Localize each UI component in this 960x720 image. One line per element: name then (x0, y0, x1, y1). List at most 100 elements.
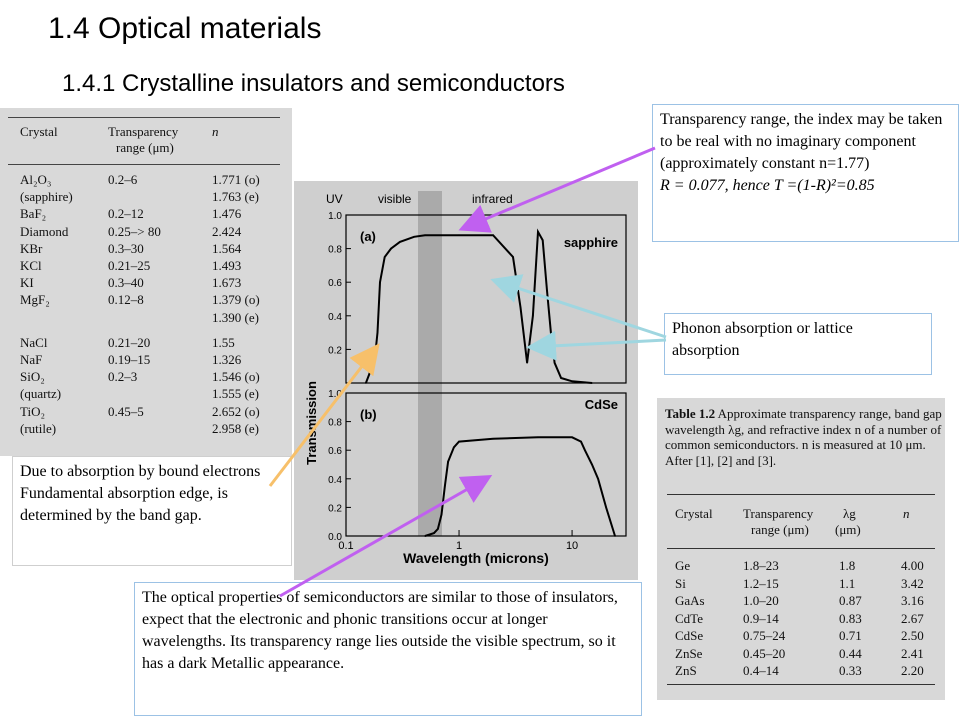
data-point (453, 446, 455, 449)
table-row-range: 0.9–14 (743, 610, 779, 626)
y-tick-label: 0.4 (328, 475, 342, 486)
data-point (365, 382, 367, 384)
series-label: CdSe (585, 397, 618, 412)
data-point (526, 362, 528, 364)
y-tick-label: 0.4 (328, 312, 342, 323)
chart-panels: 0.20.40.60.81.0(a) sapphire0.00.20.40.60.… (328, 211, 627, 552)
data-point (532, 315, 534, 317)
y-tick-label: 0.2 (328, 345, 342, 356)
table-caption-label: Table 1.2 (665, 406, 716, 421)
table-row-crystal: Diamond (20, 223, 69, 239)
table-row-crystal: KBr (20, 240, 43, 256)
table-row-n: 1.555 (e) (212, 386, 259, 402)
section-subtitle: 1.4.1 Crystalline insulators and semicon… (62, 70, 565, 97)
table-caption: Table 1.2 Approximate transparency range… (665, 406, 943, 468)
data-point (571, 436, 573, 439)
table-row-n: 2.958 (e) (212, 420, 259, 436)
x-tick-label: 1 (456, 540, 462, 552)
y-tick-label: 0.8 (328, 418, 342, 429)
table-row-n: 1.493 (212, 258, 242, 273)
data-point (492, 234, 494, 236)
col-header-crystal: Crystal (20, 124, 58, 139)
data-point (580, 440, 582, 443)
bound-electrons-note: Due to absorption by bound electrons Fun… (12, 456, 292, 566)
table-row-n: 1.564 (212, 240, 242, 256)
table-row-range: 0.45–5 (108, 403, 144, 419)
y-tick-label: 1.0 (328, 389, 342, 400)
data-point (571, 380, 573, 383)
table-top-rule (8, 117, 280, 118)
table-row-lambda: 0.33 (839, 663, 862, 678)
table-row-lambda: 1.8 (839, 558, 856, 573)
table-row-crystal: Ge (675, 558, 691, 573)
panel-label: (b) (360, 407, 377, 422)
table-top-rule (667, 494, 935, 495)
insulators-table: Crystal Transparency range (μm) n Al₂O₃ 0… (0, 108, 292, 456)
table-row-n: 1.763 (e) (212, 189, 259, 205)
table-row-range: 1.2–15 (743, 575, 779, 591)
data-point (597, 478, 599, 480)
data-point (605, 506, 607, 509)
table-row-range: 0.21–20 (108, 334, 151, 350)
data-point (458, 440, 460, 443)
series-line (424, 436, 616, 537)
data-point (447, 460, 449, 463)
table-header-rule (667, 548, 935, 549)
table-row-crystal: TiO₂ (20, 403, 46, 419)
table-row-n: 3.16 (901, 593, 924, 608)
transparency-note: Transparency range, the index may be tak… (652, 104, 959, 242)
col-header-crystal: Crystal (675, 506, 713, 521)
table-row-crystal: NaCl (20, 334, 48, 350)
data-point (550, 331, 552, 334)
table-row-lambda: 1.1 (839, 575, 856, 591)
table-row-crystal: MgF₂ (20, 292, 50, 308)
table-row-crystal: KI (20, 275, 34, 291)
table-row-n: 2.41 (901, 645, 924, 661)
table-row-range: 0.3–40 (108, 275, 144, 291)
col-header-range-2: range (μm) (751, 522, 809, 537)
table-row-crystal: (quartz) (20, 386, 62, 402)
table-row-crystal: GaAs (675, 593, 705, 608)
data-point (519, 306, 522, 309)
y-axis-label: Transmission (304, 381, 319, 465)
data-point (537, 231, 539, 233)
table-row-range: 0.75–24 (743, 628, 786, 643)
col-header-n: n (903, 506, 910, 521)
table-row-crystal: Si (675, 575, 686, 591)
table-row-range: 0.2–6 (108, 172, 138, 187)
table-row-n: 2.67 (901, 610, 924, 626)
series-label: sapphire (564, 235, 618, 250)
data-point (560, 377, 562, 379)
semiconductors-note: The optical properties of semiconductors… (134, 582, 642, 716)
data-point (383, 256, 386, 258)
table-row-n: 2.20 (901, 663, 924, 678)
table-row-n: 3.42 (901, 575, 924, 591)
transparency-note-text: Transparency range, the index may be tak… (660, 111, 943, 172)
data-point (424, 535, 426, 537)
table-row-n: 1.771 (o) (212, 172, 260, 187)
table-row-lambda: 0.83 (839, 610, 862, 626)
col-header-n: n (212, 124, 219, 139)
data-point (541, 239, 544, 241)
col-header-range-1: Transparency (743, 506, 814, 521)
data-point (553, 362, 556, 364)
table-row-range: 1.0–20 (743, 593, 779, 608)
table-row-crystal: (rutile) (20, 420, 57, 436)
table-row-n: 1.546 (o) (212, 369, 260, 385)
table-row-n: 2.424 (212, 223, 242, 239)
table-row-n: 2.50 (901, 628, 924, 643)
semiconductors-table: Table 1.2 Approximate transparency range… (657, 398, 945, 700)
table-row-n: 1.326 (212, 352, 242, 367)
table-row-range: 0.25–> 80 (108, 223, 161, 239)
col-header-lambda-1: λg (843, 506, 856, 521)
table-row-range: 0.3–30 (108, 240, 144, 256)
data-point (376, 331, 379, 334)
table-row-crystal: NaF (20, 352, 43, 367)
data-point (492, 438, 494, 440)
table-row-n: 1.55 (212, 334, 235, 350)
data-point (546, 289, 548, 292)
table-row-n: 2.652 (o) (212, 403, 260, 419)
data-point (368, 373, 370, 376)
data-point (390, 247, 392, 250)
data-point (512, 256, 514, 258)
